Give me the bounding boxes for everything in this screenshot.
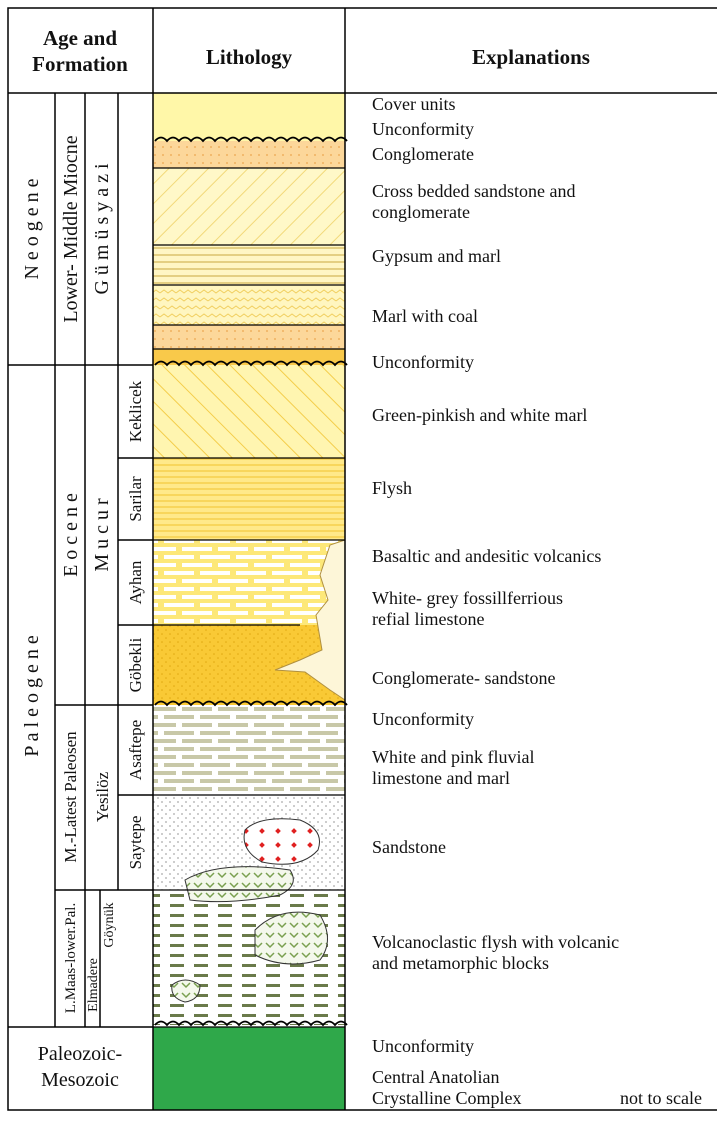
basement: Mesozoic: [41, 1069, 119, 1091]
block: [243, 818, 320, 865]
band: [153, 365, 345, 458]
explanation: Cross bedded sandstone and: [372, 181, 575, 201]
band: [153, 349, 345, 365]
band: [153, 458, 345, 540]
table-frame: [7, 7, 717, 1111]
explanation: Unconformity: [372, 119, 474, 139]
explanation: Unconformity: [372, 1036, 474, 1056]
formation: G ü m ü s y a z i: [91, 163, 113, 295]
explanation: Green-pinkish and white marl: [372, 405, 587, 425]
epoch: Lower- Middle Miocne: [60, 135, 82, 322]
boundaries: [153, 167, 345, 1028]
explanation: Crystalline Complex: [372, 1088, 521, 1108]
explanation: Marl with coal: [372, 306, 478, 326]
header-age: Age and: [43, 26, 117, 50]
explanation: Basaltic and andesitic volcanics: [372, 546, 601, 566]
basement: Paleozoic-: [38, 1043, 122, 1065]
era: N e o g e n e: [21, 178, 43, 279]
band: [153, 705, 345, 795]
member: Göbekli: [126, 637, 145, 692]
formation: Yesilöz: [93, 771, 112, 822]
header-lithology: Lithology: [206, 45, 293, 69]
lithology-column: [153, 93, 346, 1110]
band: [153, 1027, 345, 1110]
explanation: Gypsum and marl: [372, 246, 501, 266]
unconformity: [154, 1020, 348, 1027]
explanation: conglomerate: [372, 202, 470, 222]
block: [171, 979, 201, 1003]
unconformity: [154, 360, 348, 367]
epoch: M.-Latest Paleosen: [61, 731, 80, 863]
explanation: Conglomerate: [372, 144, 474, 164]
member: Asaftepe: [126, 720, 145, 780]
band: [153, 141, 345, 168]
explanation: Sandstone: [372, 837, 446, 857]
explanation: Conglomerate- sandstone: [372, 668, 555, 688]
volcanic-intrusion: [274, 539, 346, 701]
unconformity: [154, 700, 348, 707]
explanation: limestone and marl: [372, 768, 510, 788]
explanation: Unconformity: [372, 352, 474, 372]
era: P a l e o g e n e: [21, 635, 43, 757]
explanation: Cover units: [372, 94, 456, 114]
band: [153, 168, 345, 245]
epoch: E o c e n e: [60, 493, 82, 577]
formation: M u c u r: [91, 498, 113, 572]
block: [184, 866, 294, 903]
note: not to scale: [620, 1088, 702, 1108]
band: [153, 93, 345, 141]
band: [153, 285, 345, 325]
band: [153, 540, 345, 625]
explanation: Central Anatolian: [372, 1067, 499, 1087]
explanation: Unconformity: [372, 709, 474, 729]
band: [153, 245, 345, 285]
explanation: White and pink fluvial: [372, 747, 534, 767]
explanation: Flysh: [372, 478, 412, 498]
member: Saytepe: [126, 816, 145, 870]
unconformity: [154, 136, 348, 143]
explanation: White- grey fossillferrious: [372, 588, 563, 608]
explanation: refial limestone: [372, 609, 484, 629]
member: Ayhan: [126, 560, 145, 604]
header-age: Formation: [32, 52, 128, 76]
explanation: and metamorphic blocks: [372, 953, 549, 973]
band: [153, 325, 345, 349]
member: Keklicek: [126, 380, 145, 442]
explanation: Volcanoclastic flysh with volcanic: [372, 932, 619, 952]
member: Sarilar: [126, 476, 145, 522]
formation: Göynük: [102, 902, 117, 947]
formation: Elmadere: [86, 958, 101, 1012]
epoch: L.Maas-lower.Pal.: [63, 903, 79, 1013]
header-explanations: Explanations: [472, 45, 590, 69]
block: [254, 911, 328, 965]
